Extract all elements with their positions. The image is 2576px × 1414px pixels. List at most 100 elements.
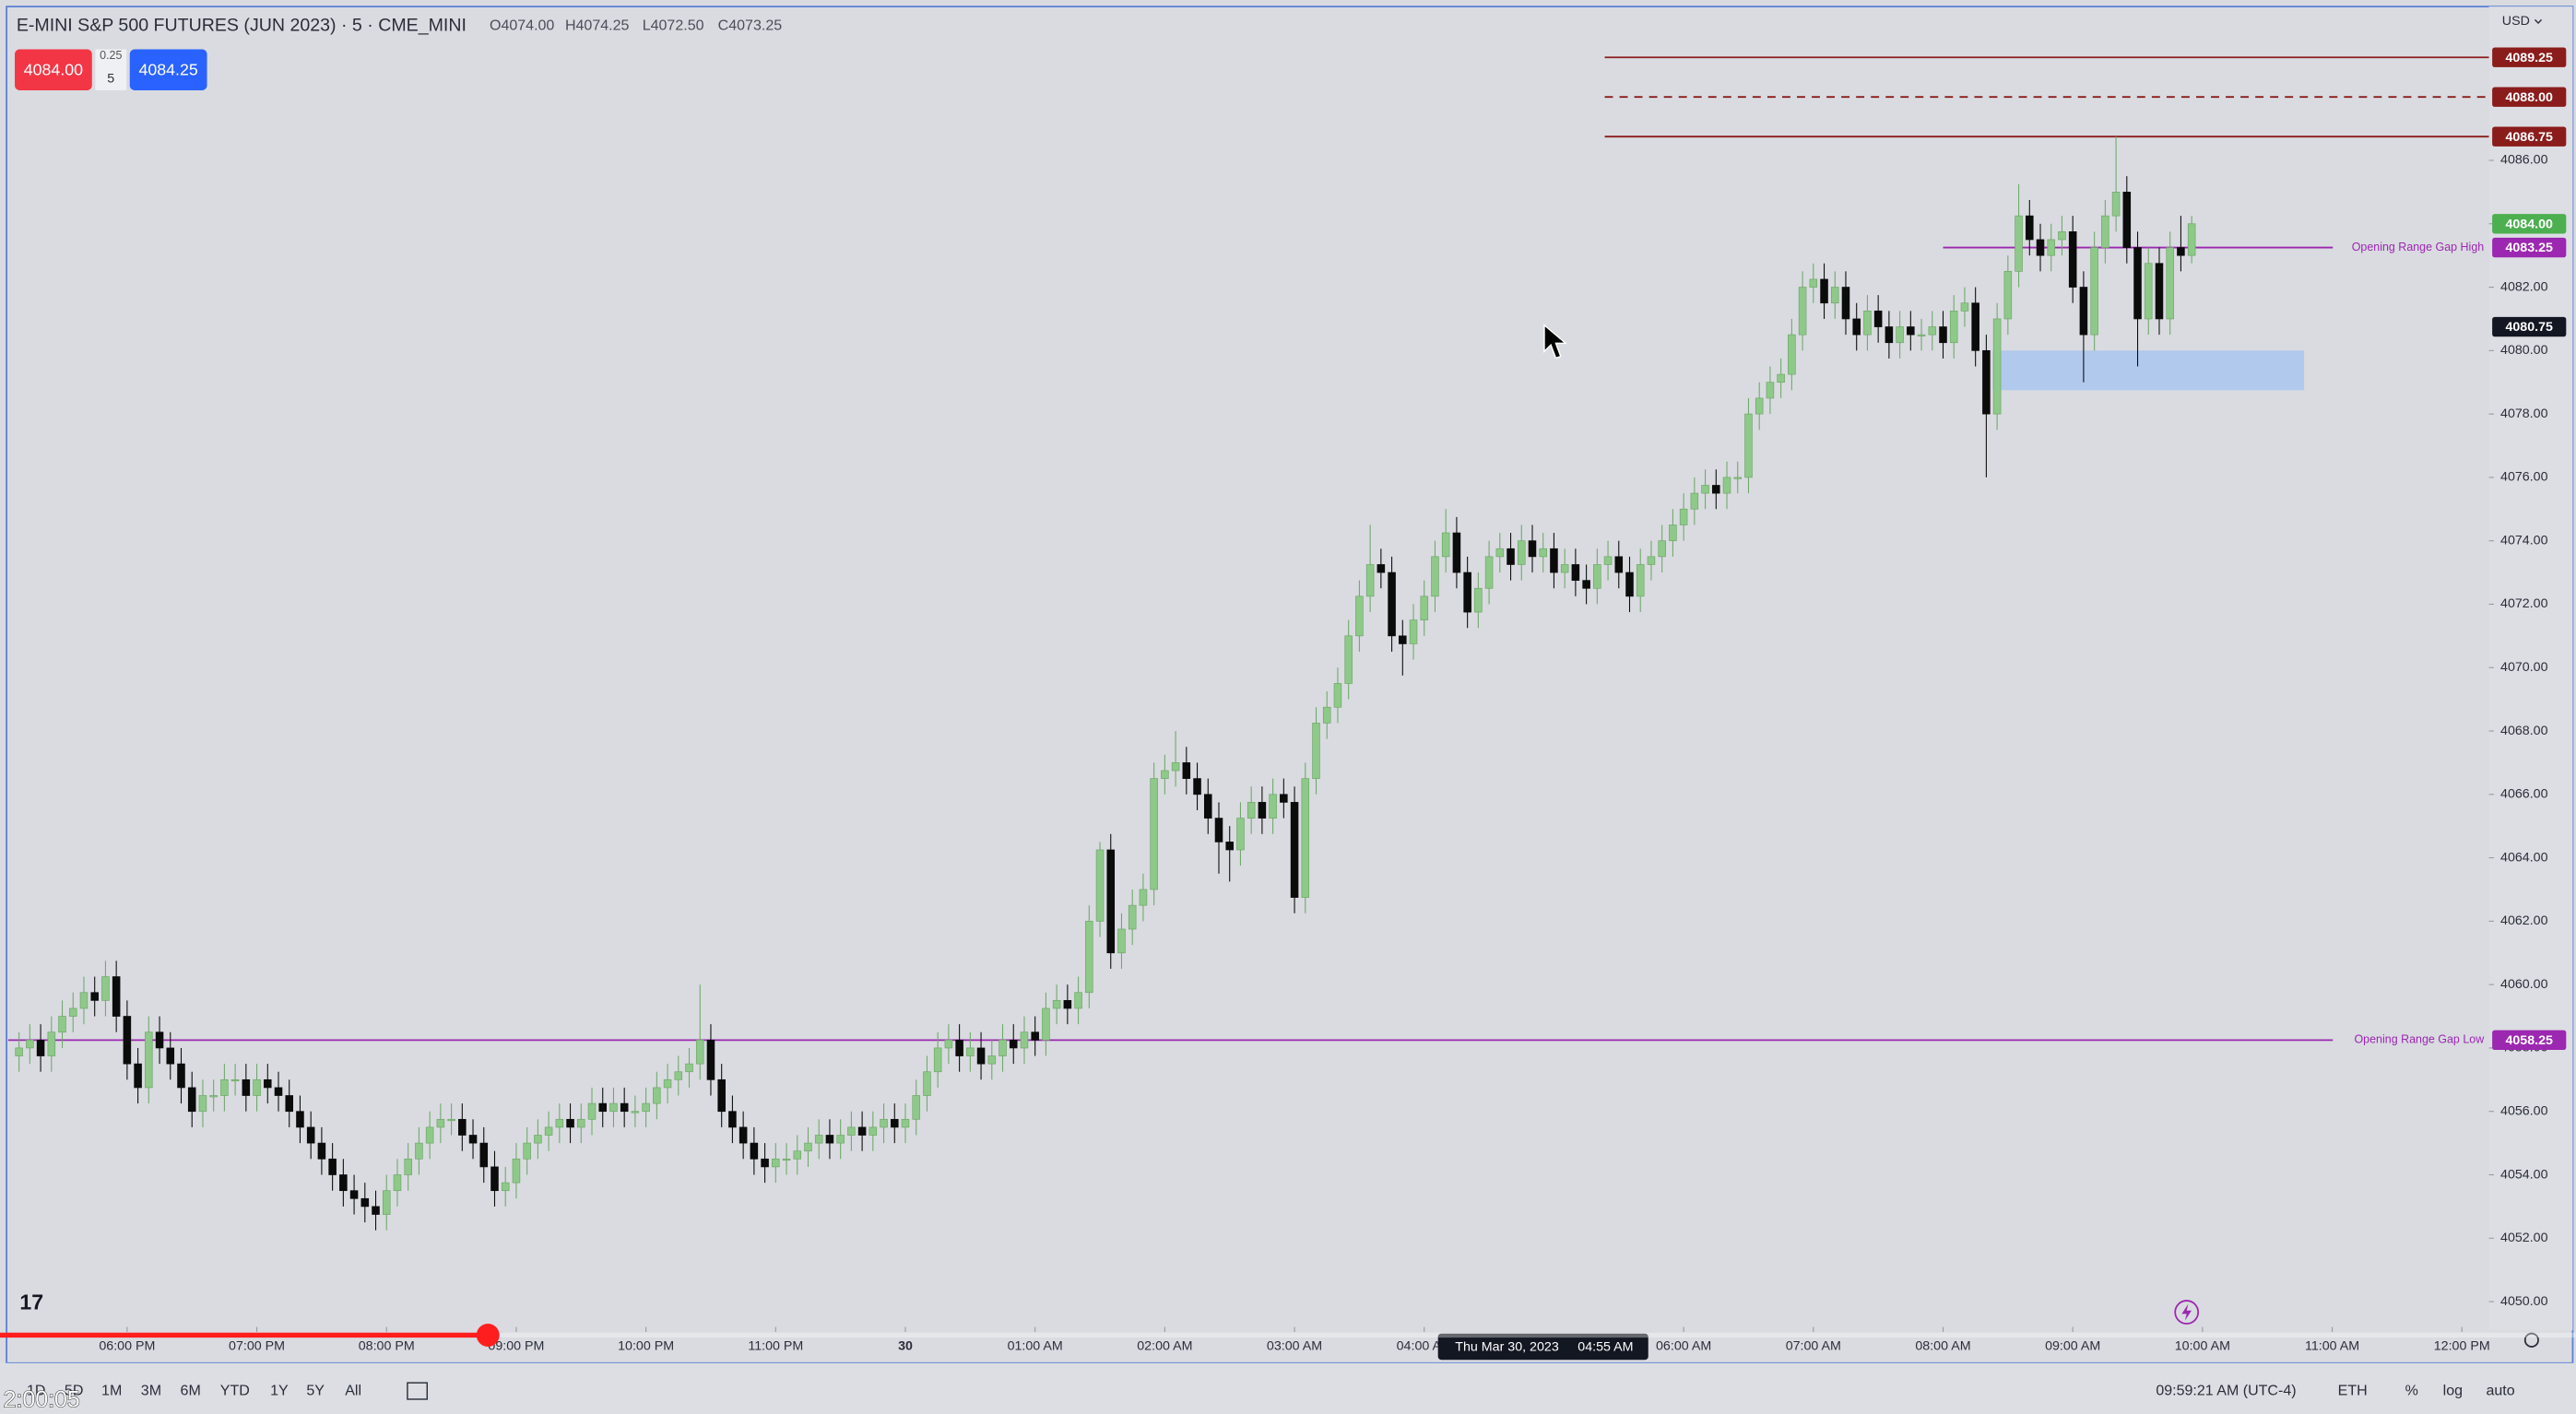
- candle-body: [1063, 999, 1072, 1009]
- log-toggle[interactable]: log: [2443, 1382, 2463, 1398]
- candle-body: [1355, 595, 1364, 637]
- x-tick-label: 03:00 AM: [1267, 1339, 1322, 1354]
- candle-body: [1312, 723, 1320, 779]
- video-time: 2:00:05: [4, 1386, 80, 1412]
- x-tick-label: 07:00 AM: [1786, 1339, 1841, 1354]
- candle-body: [1484, 556, 1494, 589]
- candle-body: [598, 1102, 608, 1113]
- candle-body: [1365, 564, 1375, 597]
- currency-menu[interactable]: USD: [2502, 14, 2530, 29]
- candle-body: [134, 1063, 142, 1089]
- lightning-icon[interactable]: [2174, 1300, 2200, 1325]
- bottom-toolbar: [0, 1362, 2576, 1414]
- mouse-cursor: [1543, 324, 1568, 359]
- candle-body: [1571, 564, 1580, 582]
- candle-body: [490, 1166, 499, 1192]
- timeframe-button[interactable]: 3M: [141, 1382, 161, 1398]
- candle-body: [1020, 1031, 1029, 1049]
- candle-body: [955, 1039, 963, 1056]
- date-range-icon[interactable]: [407, 1382, 429, 1400]
- range-tag: [2492, 1030, 2567, 1051]
- candle-body: [2133, 247, 2142, 320]
- candle-body: [620, 1102, 629, 1113]
- candle-body: [198, 1095, 207, 1113]
- candle-body: [242, 1078, 251, 1096]
- symbol-title: E-MINI S&P 500 FUTURES (JUN 2023) · 5 · …: [17, 16, 467, 36]
- timeframe-button[interactable]: 5Y: [306, 1382, 325, 1398]
- x-tick-label: 06:00 PM: [99, 1339, 155, 1354]
- timeframe-button[interactable]: 1Y: [270, 1382, 289, 1398]
- timeframe-button[interactable]: 1D: [27, 1382, 45, 1398]
- buy-button[interactable]: [129, 49, 207, 90]
- timeframe-button[interactable]: 6M: [181, 1382, 201, 1398]
- tick-size: 0.25: [100, 49, 122, 62]
- timeframe-button[interactable]: All: [345, 1382, 361, 1398]
- candle-body: [1679, 508, 1688, 525]
- timeframe-button[interactable]: 5D: [65, 1382, 83, 1398]
- candle-body: [47, 1031, 56, 1056]
- y-tick-label: 4052.00: [2500, 1231, 2548, 1245]
- candle-body: [26, 1039, 34, 1049]
- auto-toggle[interactable]: auto: [2486, 1382, 2514, 1398]
- settings-icon[interactable]: [2523, 1332, 2539, 1348]
- candle-body: [1636, 564, 1645, 597]
- candle-body: [393, 1174, 402, 1192]
- y-tick-label: 4056.00: [2500, 1103, 2548, 1118]
- y-tick-label: 4074.00: [2500, 533, 2548, 548]
- candle-body: [187, 1087, 196, 1113]
- candle-body: [869, 1126, 878, 1136]
- candle-body: [1409, 619, 1418, 644]
- candle-body: [285, 1095, 294, 1113]
- candle-body: [68, 1007, 77, 1017]
- candle-body: [2026, 215, 2034, 241]
- candle-body: [1474, 587, 1483, 613]
- percent-toggle[interactable]: %: [2405, 1382, 2418, 1398]
- candle-body: [2015, 215, 2023, 272]
- candle-body: [1885, 326, 1894, 344]
- candle-body: [663, 1078, 672, 1089]
- candle-body: [2079, 287, 2088, 336]
- candle-body: [2187, 223, 2196, 256]
- level-tag-label: 4086.75: [2505, 130, 2553, 145]
- video-scrubber[interactable]: [476, 1324, 500, 1347]
- y-tick-label: 4050.00: [2500, 1294, 2548, 1309]
- crosshair-tag: [2492, 316, 2567, 337]
- candle-body: [814, 1135, 823, 1144]
- range-tag: [2492, 237, 2567, 258]
- candle-body: [1907, 326, 1915, 336]
- candle-body: [1560, 564, 1569, 573]
- candle-body: [1722, 477, 1731, 494]
- candle-body: [2122, 192, 2132, 248]
- qty-box[interactable]: [95, 49, 127, 90]
- x-tick-label: 30: [898, 1339, 913, 1354]
- candle-body: [1982, 349, 1991, 415]
- session-toggle[interactable]: ETH: [2338, 1382, 2368, 1398]
- timeframe-button[interactable]: 1M: [101, 1382, 122, 1398]
- candle-body: [1344, 635, 1353, 684]
- candle-body: [404, 1158, 412, 1175]
- candle-body: [425, 1126, 434, 1144]
- candle-body: [274, 1087, 283, 1096]
- ohlc-open: O4074.00: [490, 18, 554, 34]
- candle-body: [1117, 928, 1126, 954]
- candle-body: [1798, 287, 1807, 336]
- candle-body: [1182, 762, 1191, 779]
- candle-body: [101, 976, 110, 1001]
- candle-body: [1809, 278, 1818, 288]
- candle-body: [1399, 635, 1407, 644]
- candle-body: [468, 1135, 478, 1144]
- ohlc-low: L4072.50: [643, 18, 704, 34]
- candle-body: [220, 1078, 229, 1096]
- candle-body: [112, 976, 121, 1017]
- sell-button[interactable]: [15, 49, 92, 90]
- candle-body: [923, 1071, 931, 1096]
- candle-body: [750, 1142, 759, 1160]
- candle-body: [1971, 302, 1979, 351]
- candle-body: [372, 1206, 380, 1215]
- candle-body: [1161, 770, 1169, 779]
- candle-body: [512, 1158, 521, 1184]
- timeframe-button[interactable]: YTD: [220, 1382, 250, 1398]
- crosshair-date: Thu Mar 30, 2023: [1455, 1340, 1559, 1355]
- candle-body: [339, 1174, 348, 1192]
- y-tick-label: 4076.00: [2500, 470, 2548, 485]
